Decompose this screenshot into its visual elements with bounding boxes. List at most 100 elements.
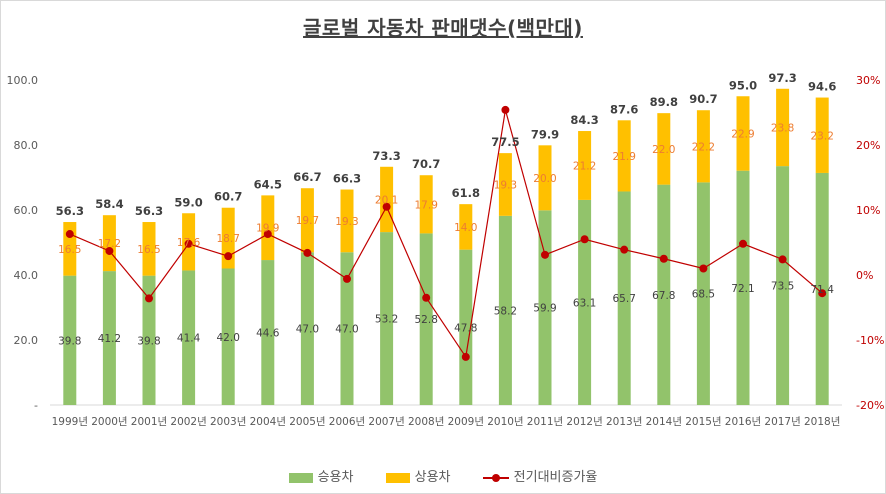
y-left-tick-label: 80.0 xyxy=(14,139,39,152)
growth-point xyxy=(541,250,549,259)
bar-passenger xyxy=(340,252,354,405)
bar-commercial xyxy=(538,145,552,211)
data-label-commercial: 16.5 xyxy=(137,244,160,256)
y-left-tick-label: 20.0 xyxy=(14,334,39,347)
data-label-passenger: 65.7 xyxy=(613,293,636,305)
data-label-commercial: 17.9 xyxy=(415,199,438,211)
legend-swatch-passenger xyxy=(288,472,313,483)
growth-point xyxy=(343,274,351,283)
data-label-commercial: 23.2 xyxy=(811,130,834,142)
x-tick-label: 2012년 xyxy=(566,416,602,428)
bar-passenger xyxy=(538,210,552,405)
data-label-commercial: 16.5 xyxy=(58,244,81,256)
legend-item-growth: 전기대비증가율 xyxy=(482,466,598,485)
bar-commercial xyxy=(142,222,156,276)
bar-commercial xyxy=(578,131,592,200)
bar-commercial xyxy=(102,215,116,272)
data-label-passenger: 59.9 xyxy=(533,303,556,315)
y-right-tick-label: 0% xyxy=(856,269,873,282)
y-left-tick-label: 60.0 xyxy=(14,204,39,217)
data-label-passenger: 39.8 xyxy=(58,335,81,347)
bar-commercial xyxy=(261,195,275,261)
data-label-passenger: 47.0 xyxy=(296,324,319,336)
data-label-passenger: 68.5 xyxy=(692,289,715,301)
data-label-total: 64.5 xyxy=(254,177,282,191)
data-label-commercial: 19.7 xyxy=(296,215,319,227)
x-tick-label: 2002년 xyxy=(170,416,206,428)
legend-label-commercial: 상용차 xyxy=(414,470,451,485)
x-tick-label: 2018년 xyxy=(804,416,840,428)
data-label-commercial: 22.2 xyxy=(692,141,715,153)
data-label-commercial: 22.0 xyxy=(652,144,675,156)
data-label-passenger: 42.0 xyxy=(217,332,240,344)
data-label-total: 77.5 xyxy=(491,135,519,149)
data-label-commercial: 19.3 xyxy=(494,179,517,191)
data-label-total: 61.8 xyxy=(452,186,480,200)
bar-commercial xyxy=(419,175,433,234)
bar-passenger xyxy=(776,166,790,405)
chart-title: 글로벌 자동차 판매댓수(백만대) xyxy=(303,16,583,40)
data-label-total: 84.3 xyxy=(570,113,598,127)
growth-point xyxy=(184,239,193,248)
y-left-tick-label: - xyxy=(34,399,38,412)
bar-commercial xyxy=(459,204,473,250)
data-label-total: 87.6 xyxy=(610,102,638,116)
growth-point xyxy=(739,239,747,248)
bar-commercial xyxy=(696,110,710,183)
growth-point xyxy=(382,202,391,211)
growth-point xyxy=(303,248,312,257)
growth-point xyxy=(145,294,153,303)
data-label-total: 58.4 xyxy=(95,197,123,211)
bar-passenger xyxy=(736,170,750,405)
x-tick-label: 2007년 xyxy=(368,416,404,428)
y-right-tick-label: -20% xyxy=(856,399,884,412)
x-tick-label: 2008년 xyxy=(408,416,444,428)
data-label-passenger: 53.2 xyxy=(375,314,398,326)
growth-point xyxy=(105,246,114,255)
bar-commercial xyxy=(340,189,354,253)
data-label-commercial: 20.1 xyxy=(375,194,398,206)
data-label-total: 95.0 xyxy=(729,78,757,92)
growth-point xyxy=(224,252,233,261)
data-label-commercial: 17.2 xyxy=(98,238,121,250)
data-label-commercial: 14.0 xyxy=(454,222,477,234)
data-label-passenger: 47.0 xyxy=(335,324,358,336)
data-label-commercial: 21.9 xyxy=(613,151,636,163)
bar-passenger xyxy=(419,233,433,405)
bar-commercial xyxy=(300,188,314,253)
bar-commercial xyxy=(736,96,750,171)
data-label-passenger: 41.2 xyxy=(98,333,121,345)
growth-point xyxy=(818,289,827,298)
x-tick-label: 1999년 xyxy=(52,416,88,428)
data-label-passenger: 71.4 xyxy=(811,284,835,296)
bar-commercial xyxy=(498,153,512,216)
bar-passenger xyxy=(221,268,235,405)
data-label-total: 79.9 xyxy=(531,127,559,141)
x-tick-label: 2011년 xyxy=(527,416,563,428)
bar-passenger xyxy=(696,182,710,405)
growth-point xyxy=(659,254,668,263)
bar-commercial xyxy=(617,120,631,192)
data-label-total: 56.3 xyxy=(56,204,84,218)
growth-point xyxy=(699,264,708,273)
data-label-passenger: 58.2 xyxy=(494,305,517,317)
legend-marker-growth xyxy=(482,473,509,483)
legend-label-growth: 전기대비증가율 xyxy=(513,470,598,485)
growth-point xyxy=(263,230,272,239)
data-label-commercial: 17.6 xyxy=(177,237,201,249)
y-left-tick-label: 40.0 xyxy=(14,269,39,282)
bar-passenger xyxy=(459,249,473,405)
bar-passenger xyxy=(182,270,196,405)
x-tick-label: 2006년 xyxy=(329,416,365,428)
bar-passenger xyxy=(498,215,512,405)
data-label-commercial: 23.8 xyxy=(771,122,794,134)
data-label-commercial: 19.3 xyxy=(335,216,358,228)
growth-point xyxy=(422,293,431,302)
bar-commercial xyxy=(380,166,394,233)
legend-label-passenger: 승용차 xyxy=(317,470,354,485)
data-label-passenger: 41.4 xyxy=(177,333,201,345)
bar-passenger xyxy=(63,275,77,405)
data-label-total: 66.7 xyxy=(293,170,321,184)
data-label-commercial: 19.9 xyxy=(256,223,279,235)
